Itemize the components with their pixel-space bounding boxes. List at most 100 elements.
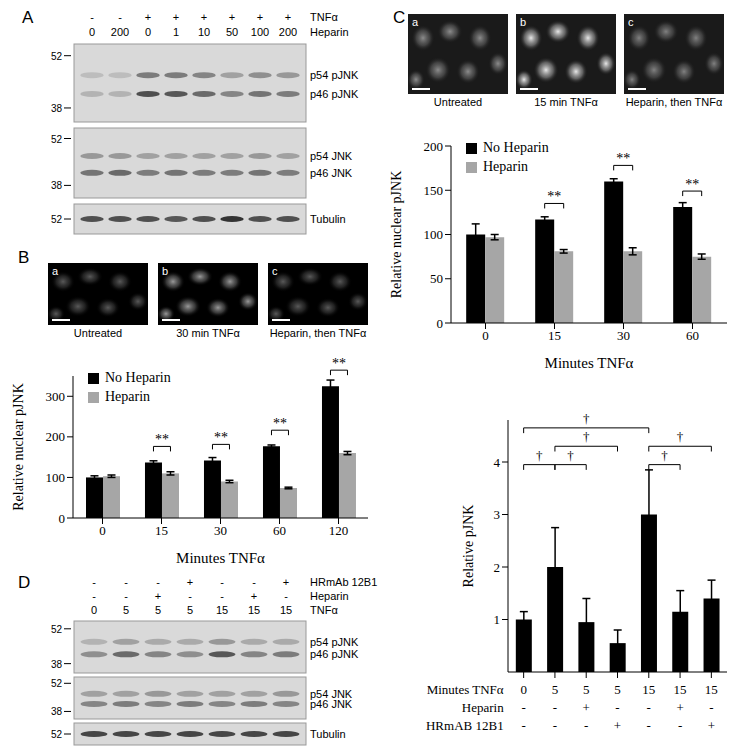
- svg-text:0: 0: [145, 26, 151, 38]
- svg-text:10: 10: [198, 26, 210, 38]
- svg-text:-: -: [124, 590, 128, 602]
- svg-text:0: 0: [482, 328, 489, 343]
- svg-text:+: +: [583, 700, 590, 715]
- svg-text:**: **: [273, 416, 287, 431]
- svg-text:120: 120: [329, 523, 349, 538]
- svg-text:0: 0: [99, 523, 106, 538]
- svg-text:+: +: [155, 590, 161, 602]
- svg-text:-: -: [647, 700, 651, 715]
- svg-text:+: +: [708, 718, 715, 733]
- svg-text:Heparin: Heparin: [310, 590, 349, 602]
- svg-text:-: -: [584, 718, 588, 733]
- svg-text:1: 1: [494, 612, 501, 627]
- svg-text:a: a: [52, 265, 59, 277]
- svg-text:52: 52: [51, 51, 63, 62]
- svg-text:15: 15: [248, 604, 260, 616]
- svg-text:†: †: [661, 448, 668, 463]
- svg-text:**: **: [214, 430, 228, 445]
- svg-text:HRmAb 12B1: HRmAb 12B1: [310, 576, 377, 588]
- svg-text:300: 300: [46, 389, 66, 404]
- svg-text:5: 5: [187, 604, 193, 616]
- svg-text:+: +: [285, 11, 291, 23]
- svg-text:Tubulin: Tubulin: [310, 728, 346, 740]
- svg-text:52: 52: [51, 134, 63, 145]
- svg-text:+: +: [614, 718, 621, 733]
- svg-text:+: +: [251, 590, 257, 602]
- svg-text:TNFα: TNFα: [310, 604, 338, 616]
- svg-text:15: 15: [548, 328, 561, 343]
- svg-text:4: 4: [494, 455, 501, 470]
- svg-text:38: 38: [51, 706, 63, 717]
- svg-text:+: +: [283, 576, 289, 588]
- svg-text:15: 15: [280, 604, 292, 616]
- svg-text:52: 52: [51, 624, 63, 635]
- svg-text:†: †: [583, 411, 590, 426]
- svg-text:-: -: [252, 576, 256, 588]
- svg-text:-: -: [92, 576, 96, 588]
- svg-text:-: -: [553, 700, 557, 715]
- svg-text:100: 100: [46, 470, 66, 485]
- svg-text:60: 60: [273, 523, 286, 538]
- svg-text:†: †: [583, 429, 590, 444]
- svg-text:**: **: [332, 356, 346, 371]
- svg-text:-: -: [521, 718, 525, 733]
- svg-text:p46 JNK: p46 JNK: [310, 167, 353, 179]
- svg-text:Relative pJNK: Relative pJNK: [461, 505, 476, 588]
- svg-text:**: **: [685, 177, 699, 192]
- svg-text:Tubulin: Tubulin: [310, 213, 346, 225]
- svg-text:200: 200: [46, 429, 66, 444]
- svg-text:15: 15: [642, 682, 655, 697]
- svg-text:5: 5: [583, 682, 590, 697]
- svg-text:+: +: [676, 700, 683, 715]
- svg-text:52: 52: [51, 729, 63, 740]
- svg-text:-: -: [90, 11, 94, 23]
- svg-text:38: 38: [51, 103, 63, 114]
- svg-text:b: b: [162, 265, 168, 277]
- svg-text:-: -: [615, 700, 619, 715]
- svg-text:50: 50: [226, 26, 238, 38]
- svg-text:0: 0: [437, 316, 444, 331]
- svg-text:Minutes TNFα: Minutes TNFα: [176, 550, 265, 566]
- svg-text:-: -: [118, 11, 122, 23]
- svg-text:+: +: [201, 11, 207, 23]
- svg-text:52: 52: [51, 214, 63, 225]
- svg-text:-: -: [156, 576, 160, 588]
- svg-text:30: 30: [617, 328, 630, 343]
- svg-text:**: **: [547, 189, 561, 204]
- svg-text:p54 pJNK: p54 pJNK: [310, 69, 359, 81]
- svg-text:30: 30: [214, 523, 227, 538]
- svg-text:b: b: [520, 16, 526, 28]
- svg-text:Heparin: Heparin: [462, 700, 504, 715]
- svg-text:**: **: [155, 432, 169, 447]
- svg-text:p54 pJNK: p54 pJNK: [310, 636, 359, 648]
- svg-text:15: 15: [674, 682, 687, 697]
- svg-text:†: †: [677, 429, 684, 444]
- svg-text:38: 38: [51, 659, 63, 670]
- svg-text:15: 15: [155, 523, 168, 538]
- svg-text:5: 5: [614, 682, 621, 697]
- svg-text:-: -: [553, 718, 557, 733]
- svg-text:0: 0: [89, 26, 95, 38]
- svg-text:p46 pJNK: p46 pJNK: [310, 648, 359, 660]
- svg-text:-: -: [678, 718, 682, 733]
- svg-text:†: †: [567, 448, 574, 463]
- svg-text:-: -: [647, 718, 651, 733]
- svg-text:Relative nuclear pJNK: Relative nuclear pJNK: [11, 383, 26, 511]
- svg-text:c: c: [628, 16, 634, 28]
- svg-text:+: +: [145, 11, 151, 23]
- svg-text:60: 60: [686, 328, 699, 343]
- svg-text:100: 100: [424, 227, 444, 242]
- svg-text:+: +: [187, 576, 193, 588]
- svg-text:5: 5: [552, 682, 559, 697]
- svg-text:3: 3: [494, 507, 501, 522]
- svg-text:-: -: [220, 576, 224, 588]
- svg-text:HRmAB 12B1: HRmAB 12B1: [426, 718, 504, 733]
- svg-text:+: +: [229, 11, 235, 23]
- svg-text:†: †: [536, 448, 543, 463]
- svg-text:0: 0: [59, 511, 66, 526]
- svg-text:0: 0: [520, 682, 527, 697]
- svg-text:15: 15: [705, 682, 718, 697]
- svg-text:-: -: [92, 590, 96, 602]
- svg-text:Minutes TNFα: Minutes TNFα: [427, 682, 504, 697]
- svg-text:1: 1: [173, 26, 179, 38]
